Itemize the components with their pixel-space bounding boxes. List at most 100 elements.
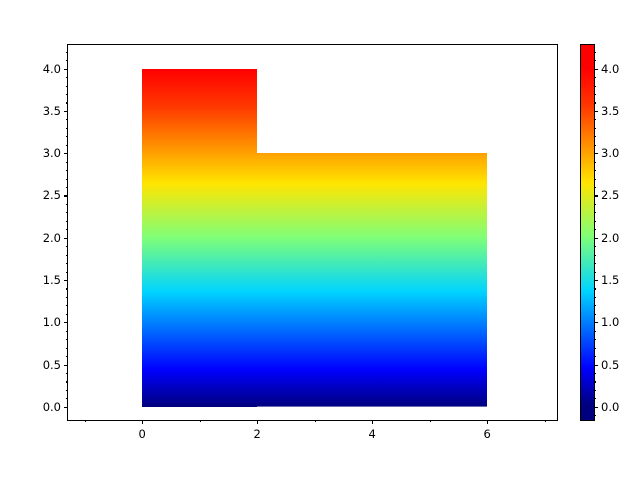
- colorbar-tick-minor: [594, 381, 597, 383]
- y-tick-minor: [65, 288, 68, 290]
- colorbar-tick-minor: [594, 136, 597, 138]
- y-tick-minor: [65, 161, 68, 163]
- colorbar-tick-label: 4.0: [601, 61, 620, 76]
- colorbar-tick-major: [594, 68, 598, 70]
- y-tick-minor: [65, 85, 68, 87]
- colorbar: 0.0 0.5 1.0 1.5 2.0 2.5 3.0 3.5 4.0: [580, 44, 619, 421]
- y-tick-minor: [65, 271, 68, 273]
- y-tick-minor: [65, 94, 68, 96]
- colorbar-gradient: [581, 45, 594, 420]
- y-tick-minor: [65, 170, 68, 172]
- y-tick-minor: [65, 347, 68, 349]
- y-tick-minor: [65, 102, 68, 104]
- y-tick-major: [64, 279, 68, 282]
- colorbar-tick-minor: [594, 51, 597, 53]
- colorbar-tick-minor: [594, 170, 597, 172]
- lshape-base-patch: [142, 153, 488, 407]
- colorbar-tick-major: [594, 406, 598, 408]
- colorbar-tick-minor: [594, 220, 597, 222]
- y-tick-minor: [65, 398, 68, 400]
- y-tick-minor: [65, 136, 68, 138]
- y-tick-minor: [65, 356, 68, 358]
- x-tick-minor: [84, 420, 86, 423]
- colorbar-tick-label: 2.0: [601, 230, 620, 245]
- colorbar-tick-label: 0.0: [601, 399, 620, 414]
- colorbar-tick-minor: [594, 339, 597, 341]
- y-tick-major: [64, 237, 68, 239]
- colorbar-tick-label: 1.5: [601, 272, 620, 287]
- y-tick-major: [64, 153, 68, 155]
- y-tick-major: [64, 195, 68, 197]
- y-tick-minor: [65, 296, 68, 298]
- y-tick-label: 4.0: [42, 61, 61, 76]
- y-tick-minor: [65, 381, 68, 383]
- colorbar-tick-minor: [594, 161, 597, 163]
- x-tick-minor: [544, 420, 546, 423]
- colorbar-tick-minor: [594, 119, 597, 121]
- y-tick-label: 2.0: [42, 230, 61, 245]
- x-tick-major: [142, 420, 144, 424]
- y-tick-major: [64, 68, 68, 70]
- y-tick-minor: [65, 305, 68, 307]
- colorbar-tick-major: [594, 195, 598, 197]
- colorbar-tick-minor: [594, 60, 597, 62]
- y-tick-minor: [65, 178, 68, 180]
- x-tick-major: [487, 420, 489, 424]
- colorbar-tick-minor: [594, 296, 597, 298]
- y-tick-major: [64, 364, 68, 366]
- colorbar-tick-major: [594, 237, 598, 239]
- y-tick-minor: [65, 263, 68, 265]
- y-tick-major: [64, 322, 68, 324]
- colorbar-tick-major: [594, 153, 598, 155]
- colorbar-tick-major: [594, 322, 598, 324]
- colorbar-tick-label: 0.5: [601, 357, 620, 372]
- y-tick-minor: [65, 246, 68, 248]
- colorbar-tick-minor: [594, 85, 597, 87]
- y-tick-minor: [65, 127, 68, 129]
- y-tick-minor: [65, 212, 68, 214]
- colorbar-tick-minor: [594, 187, 597, 189]
- y-tick-minor: [65, 119, 68, 121]
- x-tick-minor: [314, 420, 316, 423]
- y-tick-label: 2.5: [42, 188, 61, 203]
- y-tick-label: 0.0: [42, 399, 61, 414]
- y-tick-minor: [65, 144, 68, 146]
- colorbar-tick-minor: [594, 94, 597, 96]
- y-tick-minor: [65, 254, 68, 256]
- colorbar-tick-minor: [594, 212, 597, 214]
- colorbar-tick-minor: [594, 389, 597, 391]
- x-tick-minor: [429, 420, 431, 423]
- colorbar-tick-minor: [594, 271, 597, 273]
- y-tick-minor: [65, 60, 68, 62]
- colorbar-tick-minor: [594, 102, 597, 104]
- colorbar-tick-label: 2.5: [601, 188, 620, 203]
- colorbar-tick-minor: [594, 398, 597, 400]
- colorbar-tick-minor: [594, 178, 597, 180]
- colorbar-tick-minor: [594, 263, 597, 265]
- y-tick-minor: [65, 389, 68, 391]
- y-tick-minor: [65, 339, 68, 341]
- x-tick-label: 0: [138, 427, 146, 441]
- y-tick-minor: [65, 51, 68, 53]
- colorbar-tick-label: 3.0: [601, 146, 620, 161]
- colorbar-tick-major: [594, 364, 598, 366]
- colorbar-tick-minor: [594, 347, 597, 349]
- y-tick-minor: [65, 229, 68, 231]
- colorbar-tick-label: 3.5: [601, 103, 620, 118]
- y-tick-minor: [65, 372, 68, 375]
- x-tick-label: 2: [253, 427, 261, 441]
- colorbar-tick-minor: [594, 254, 597, 256]
- colorbar-tick-minor: [594, 229, 597, 231]
- colorbar-tick-minor: [594, 144, 597, 146]
- colorbar-tick-minor: [594, 305, 597, 307]
- y-tick-label: 3.5: [42, 103, 61, 118]
- y-tick-label: 3.0: [42, 146, 61, 161]
- colorbar-tick-major: [594, 279, 598, 282]
- colorbar-tick-minor: [594, 330, 597, 332]
- colorbar-tick-major: [594, 110, 598, 113]
- y-tick-minor: [65, 77, 68, 79]
- y-tick-label: 1.0: [42, 315, 61, 330]
- x-tick-minor: [199, 420, 201, 423]
- plot-area: [68, 45, 557, 420]
- colorbar-tick-label: 1.0: [601, 315, 620, 330]
